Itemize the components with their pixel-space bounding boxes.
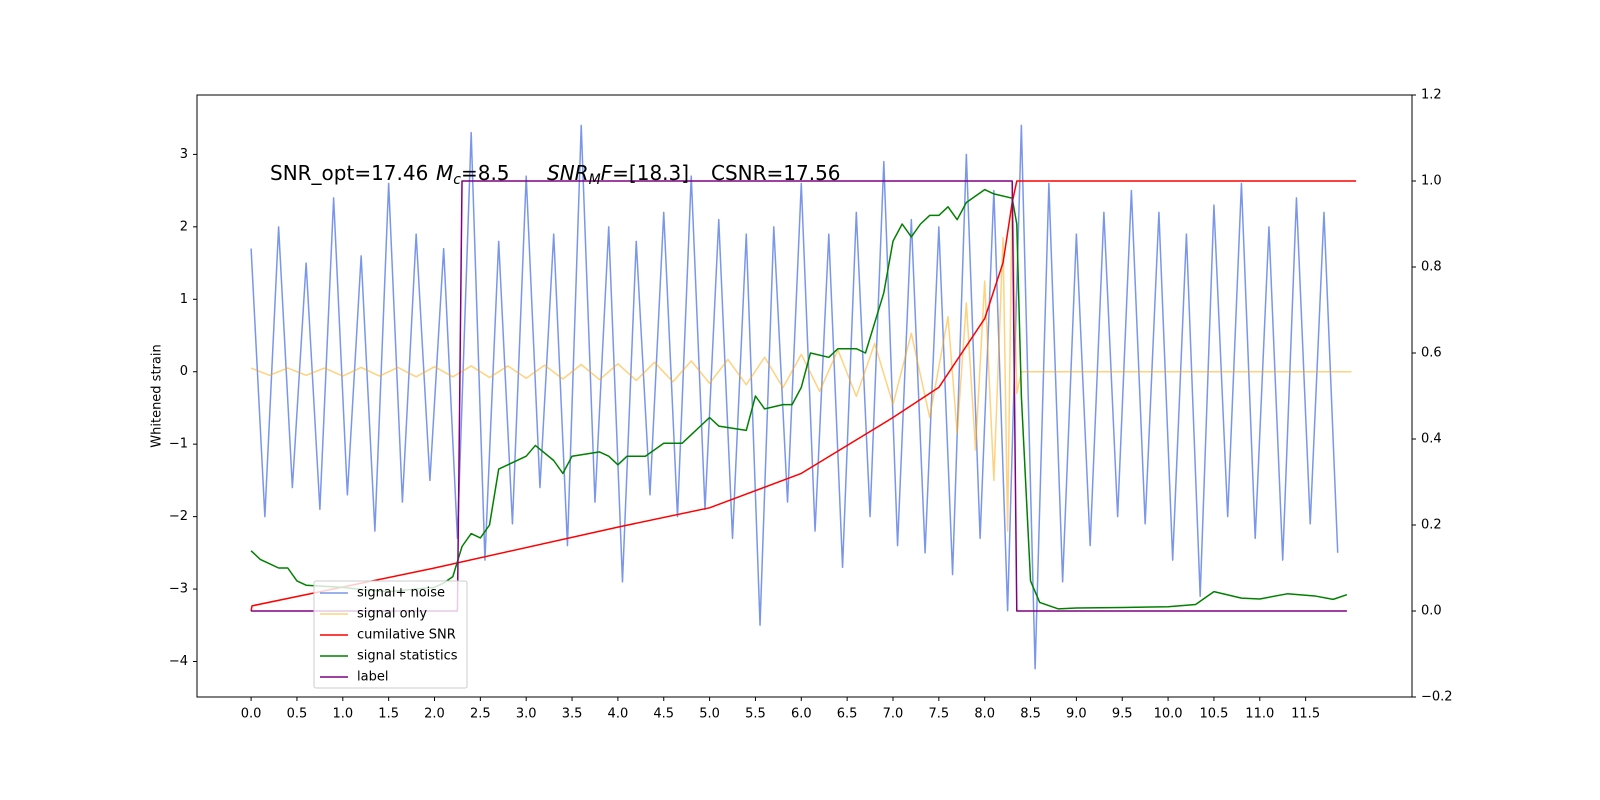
y-tick-label: 0 [180,364,188,379]
y2-tick-label: 0.8 [1421,260,1442,275]
y2-tick-label: −0.2 [1421,690,1453,705]
y-tick-label: −4 [169,654,188,669]
y2-tick-label: 1.2 [1421,88,1442,103]
y2-tick-label: 0.2 [1421,518,1442,533]
y-tick-label: −2 [169,509,188,524]
x-tick-label: 4.0 [608,707,629,722]
y2-tick-label: 1.0 [1421,174,1442,189]
series-line [250,124,1339,670]
x-tick-label: 0.0 [241,707,262,722]
axes-frame [196,94,1413,698]
legend-box [313,580,468,689]
x-tick-label: 2.5 [470,707,491,722]
x-tick-label: 5.5 [745,707,766,722]
legend-label: signal only [357,607,427,622]
annotation-text: =[18.3] [612,161,689,185]
annotation-text: M [436,161,453,185]
x-tick-label: 9.0 [1066,707,1087,722]
x-tick-label: 5.0 [699,707,720,722]
y-tick-label: −1 [169,437,188,452]
series-line [250,188,1348,610]
legend-label: label [357,670,388,685]
series-line [250,189,1352,532]
x-tick-label: 8.0 [974,707,995,722]
annotation-text: M [589,172,601,188]
y-tick-label: −3 [169,582,188,597]
legend-label: signal+ noise [357,586,445,601]
x-tick-label: 3.0 [516,707,537,722]
x-tick-label: 6.0 [791,707,812,722]
annotation-text: CSNR=17.56 [711,161,841,185]
x-tick-label: 1.5 [378,707,399,722]
annotation: SNR_opt=17.46 [270,161,428,185]
y2-tick-label: 0.0 [1421,604,1442,619]
x-tick-label: 8.5 [1020,707,1041,722]
x-tick-label: 9.5 [1112,707,1133,722]
x-tick-label: 7.5 [928,707,949,722]
x-tick-label: 1.0 [332,707,353,722]
y2-tick-label: 0.6 [1421,346,1442,361]
annotation-text: F [601,161,613,185]
x-tick-label: 11.0 [1245,707,1274,722]
annotation-text: =8.5 [461,161,510,185]
annotation-text: c [453,172,461,188]
x-tick-label: 0.5 [287,707,308,722]
annotation-text: SNR [547,161,589,185]
x-tick-label: 3.5 [562,707,583,722]
y-tick-label: 2 [180,219,188,234]
legend-label: cumilative SNR [357,628,456,643]
annotation-text: SNR_opt=17.46 [270,161,428,185]
legend: signal+ noise signal only cumilative SNR si… [313,580,468,689]
x-tick-label: 4.5 [653,707,674,722]
annotation: CSNR=17.56 [711,161,841,185]
annotation: Mc=8.5 [436,161,510,188]
x-tick-label: 10.5 [1199,707,1228,722]
y-tick-label: 1 [180,292,188,307]
x-tick-label: 2.0 [424,707,445,722]
x-tick-label: 10.0 [1154,707,1183,722]
annotation: SNRMF=[18.3] [547,161,689,188]
y-tick-label: 3 [180,147,188,162]
x-tick-label: 11.5 [1291,707,1320,722]
x-tick-label: 6.5 [837,707,858,722]
y-axis-label: Whitened strain [150,344,165,447]
x-tick-label: 7.0 [883,707,904,722]
y2-tick-label: 0.4 [1421,432,1442,447]
legend-label: signal statistics [357,649,458,664]
